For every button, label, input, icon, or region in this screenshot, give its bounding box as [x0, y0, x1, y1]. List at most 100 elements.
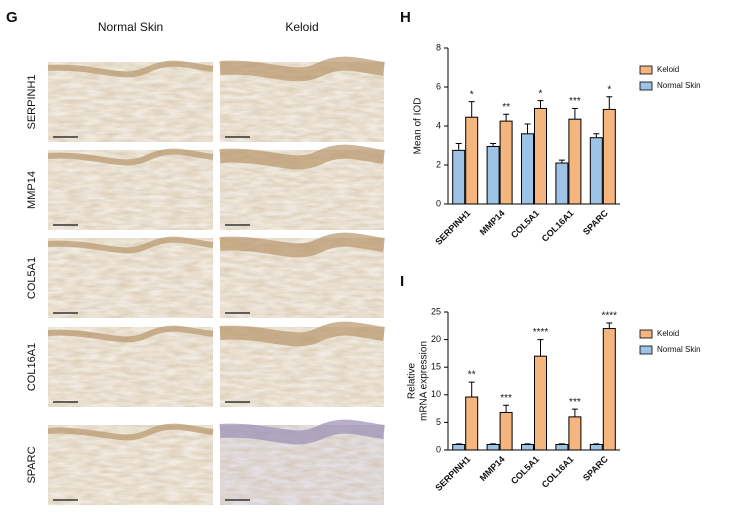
bar [568, 416, 582, 451]
column-header: Keloid [285, 20, 318, 34]
bar [521, 133, 534, 205]
error-bar [558, 159, 565, 164]
error-bar [593, 443, 600, 445]
y-tick-label: 25 [431, 306, 441, 316]
x-tick-label: COL16A1 [540, 208, 576, 244]
error-bar [455, 443, 462, 445]
legend-label: Normal Skin [657, 81, 701, 90]
y-tick-label: 5 [436, 417, 441, 427]
bar [465, 396, 479, 451]
bar [521, 443, 534, 451]
y-tick-label: 4 [436, 120, 441, 130]
bar [602, 328, 616, 451]
legend-swatch [639, 81, 653, 91]
y-tick-label: 15 [431, 362, 441, 372]
error-bar [468, 101, 475, 118]
bar [555, 162, 569, 205]
epidermis [47, 325, 214, 343]
epidermis [219, 144, 385, 170]
error-bar [503, 404, 510, 413]
y-tick-label: 2 [436, 159, 441, 169]
row-label: MMP14 [26, 171, 38, 209]
panel-label: I [400, 273, 404, 290]
bar [452, 149, 466, 205]
epidermis [47, 236, 214, 254]
x-tick-label: SPARC [581, 208, 610, 237]
column-header: Normal Skin [98, 20, 163, 34]
row-label: COL16A1 [26, 343, 38, 391]
legend-label: Normal Skin [657, 345, 701, 354]
x-tick-label: MMP14 [478, 208, 507, 237]
bar [602, 108, 616, 205]
legend-label: Keloid [657, 329, 679, 338]
row-label: SERPINH1 [26, 74, 38, 129]
x-tick-label: COL5A1 [509, 208, 541, 240]
y-tick-label: 6 [436, 81, 441, 91]
y-axis-label: Mean of IOD [413, 98, 424, 155]
bar [486, 443, 500, 451]
y-tick-label: 20 [431, 334, 441, 344]
significance-label: **** [533, 327, 549, 338]
significance-label: ** [468, 370, 476, 381]
error-bar [524, 123, 531, 134]
legend-swatch [639, 329, 653, 339]
error-bar [468, 381, 475, 398]
x-tick-label: SPARC [581, 454, 610, 483]
error-bar [606, 322, 613, 329]
epidermis [219, 419, 385, 445]
error-bar [593, 133, 600, 138]
error-bar [558, 443, 565, 445]
bar [465, 116, 479, 205]
error-bar [537, 339, 544, 357]
bar [486, 145, 500, 205]
y-tick-label: 0 [436, 198, 441, 208]
panel-label: H [400, 9, 411, 26]
y-tick-label: 10 [431, 389, 441, 399]
epidermis [47, 60, 214, 78]
significance-label: **** [602, 311, 618, 322]
error-bar [490, 143, 497, 147]
y-tick-label: 0 [436, 444, 441, 454]
legend-label: Keloid [657, 65, 679, 74]
bar [534, 107, 547, 205]
error-bar [606, 96, 613, 110]
bar [499, 120, 513, 205]
error-bar [503, 113, 510, 122]
error-bar [455, 143, 462, 151]
bar [499, 411, 513, 451]
significance-label: * [607, 84, 611, 95]
significance-label: * [470, 89, 474, 100]
epidermis [219, 232, 385, 258]
legend-swatch [639, 345, 653, 355]
y-tick-label: 8 [436, 42, 441, 52]
x-tick-label: COL5A1 [509, 454, 541, 486]
epidermis [219, 321, 385, 347]
epidermis [47, 423, 214, 441]
bar [589, 137, 603, 205]
y-axis-label: mRNA expression [419, 341, 430, 421]
significance-label: ** [502, 102, 510, 113]
error-bar [490, 443, 497, 445]
row-label: COL5A1 [26, 257, 38, 299]
error-bar [537, 100, 544, 109]
significance-label: *** [569, 96, 581, 107]
significance-label: *** [500, 393, 512, 404]
x-tick-label: SERPINH1 [433, 454, 472, 493]
error-bar [571, 107, 578, 120]
bar [568, 118, 582, 205]
significance-label: * [539, 88, 543, 99]
bar [534, 355, 547, 451]
significance-label: *** [569, 397, 581, 408]
bar [555, 443, 569, 451]
row-label: SPARC [26, 446, 38, 483]
panel-label: G [6, 9, 18, 26]
bar [452, 443, 466, 451]
x-tick-label: SERPINH1 [433, 208, 472, 247]
error-bar [571, 408, 578, 417]
legend-swatch [639, 65, 653, 75]
epidermis [219, 56, 385, 82]
bar [589, 443, 603, 451]
epidermis [47, 148, 214, 166]
